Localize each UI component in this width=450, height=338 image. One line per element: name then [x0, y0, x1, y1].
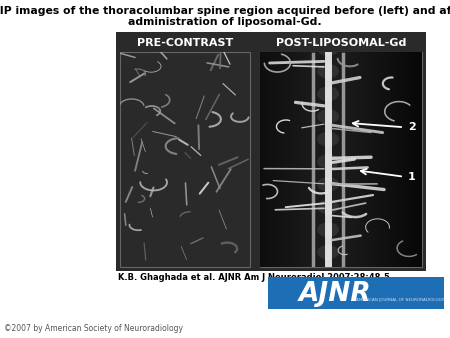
Text: AMERICAN JOURNAL OF NEURORADIOLOGY: AMERICAN JOURNAL OF NEURORADIOLOGY [356, 298, 444, 302]
Ellipse shape [317, 200, 339, 214]
Text: 2: 2 [408, 122, 416, 132]
Bar [120, 52, 250, 267]
Text: POST-LIPOSOMAL-Gd: POST-LIPOSOMAL-Gd [276, 38, 406, 48]
Text: PRE-CONTRAST: PRE-CONTRAST [137, 38, 233, 48]
Ellipse shape [317, 222, 339, 237]
Text: administration of liposomal-Gd.: administration of liposomal-Gd. [128, 17, 322, 27]
Bar [268, 277, 444, 309]
Text: Coronal MIP images of the thoracolumbar spine region acquired before (left) and : Coronal MIP images of the thoracolumbar … [0, 6, 450, 16]
Bar [260, 52, 422, 267]
Ellipse shape [317, 132, 339, 146]
Text: AJNR: AJNR [298, 281, 371, 307]
Ellipse shape [317, 41, 339, 56]
Text: K.B. Ghaghada et al. AJNR Am J Neuroradiol 2007;28:48-5: K.B. Ghaghada et al. AJNR Am J Neuroradi… [118, 273, 390, 282]
Ellipse shape [317, 154, 339, 169]
Ellipse shape [317, 245, 339, 260]
Ellipse shape [317, 87, 339, 101]
Text: 1: 1 [408, 172, 416, 182]
Ellipse shape [317, 109, 339, 124]
Text: ©2007 by American Society of Neuroradiology: ©2007 by American Society of Neuroradiol… [4, 324, 183, 333]
Bar [116, 32, 426, 271]
Ellipse shape [317, 177, 339, 192]
Ellipse shape [317, 64, 339, 78]
